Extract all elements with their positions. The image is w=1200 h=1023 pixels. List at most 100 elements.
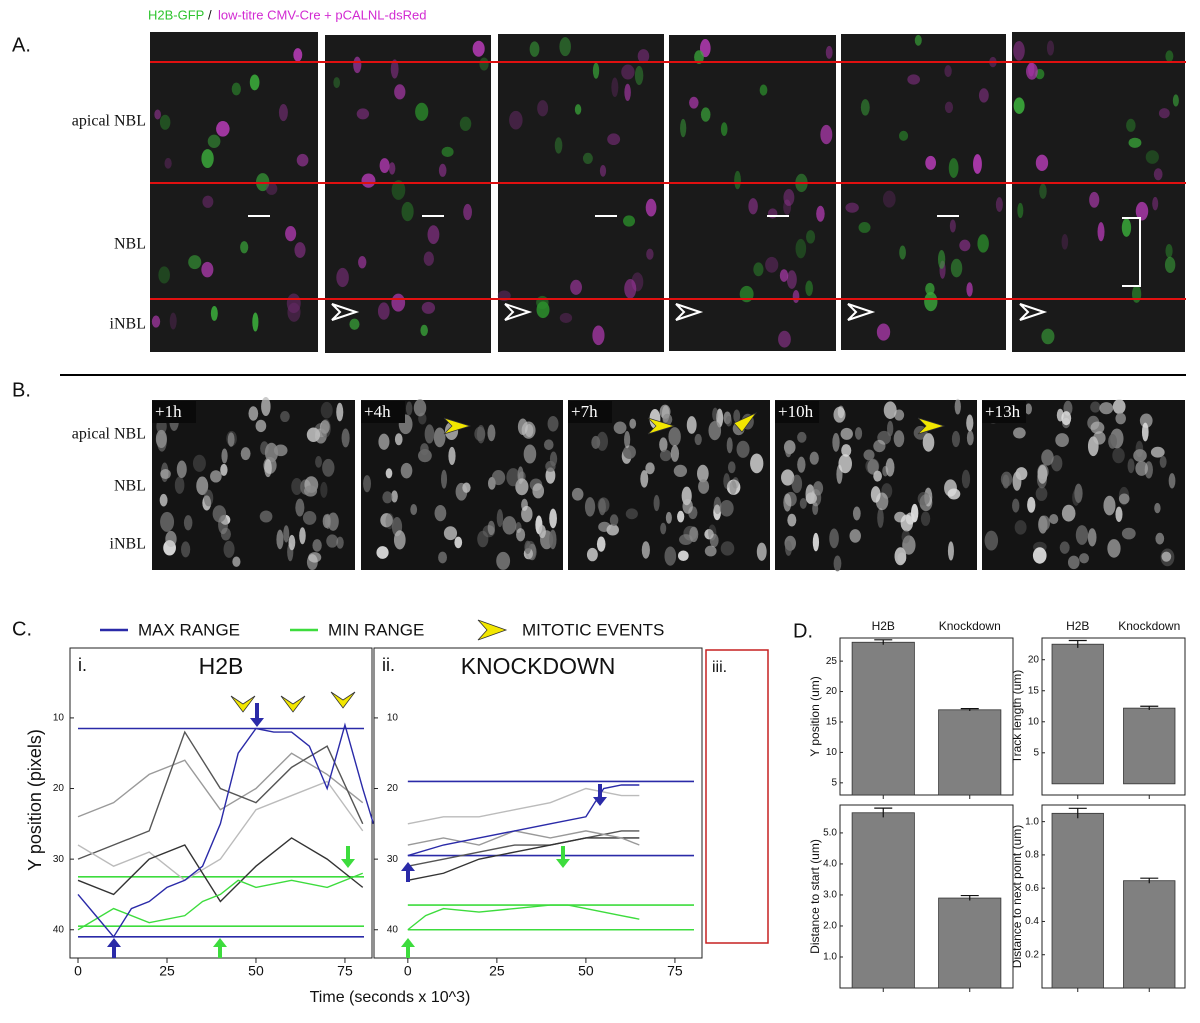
cell [948, 158, 959, 178]
cell [713, 496, 722, 515]
cell [784, 491, 797, 507]
micrograph [841, 34, 1006, 350]
time-label-bg [775, 401, 819, 423]
arrowhead [401, 862, 415, 871]
legend-label: MAX RANGE [138, 620, 240, 639]
error-bar [1068, 639, 1087, 648]
cell [854, 427, 863, 440]
cell [1172, 94, 1179, 107]
plot-title: KNOCKDOWN [461, 653, 616, 679]
cell [207, 134, 221, 148]
cell [1115, 506, 1123, 522]
cell [659, 437, 668, 452]
cell [679, 534, 693, 545]
cell [326, 534, 339, 548]
cell [1049, 514, 1059, 525]
cell [1139, 413, 1153, 428]
cell [390, 59, 399, 79]
time-label: +7h [571, 402, 598, 421]
y-tick-label: 2.0 [823, 921, 837, 932]
cell [299, 527, 306, 545]
cell [592, 325, 605, 346]
cell [165, 530, 177, 547]
cell [231, 82, 241, 96]
cell [947, 541, 954, 561]
cell [877, 507, 884, 528]
cell [849, 529, 861, 543]
cell [665, 511, 672, 524]
cell [491, 469, 506, 486]
cell [613, 421, 627, 434]
cell [785, 540, 793, 556]
cell [1135, 201, 1149, 221]
cell [886, 420, 894, 437]
trace [77, 752, 364, 818]
y-axis-label: Track length (um) [1010, 670, 1024, 764]
cell [899, 245, 906, 260]
cell [584, 497, 596, 517]
arrowhead [341, 859, 355, 868]
cell [391, 180, 406, 200]
bar [938, 897, 1002, 989]
cell [767, 208, 778, 219]
cell [624, 278, 637, 299]
cell [797, 431, 807, 443]
cell [410, 503, 418, 516]
cell [320, 481, 328, 498]
y-tick-label: 0.6 [1025, 883, 1039, 894]
error-bar [960, 894, 979, 901]
cell [825, 45, 833, 59]
y-tick-label: 4.0 [823, 859, 837, 870]
cell [218, 515, 228, 535]
cell [203, 489, 214, 507]
cell [645, 198, 657, 217]
y-tick-label: 0.8 [1025, 850, 1039, 861]
cell [910, 503, 919, 523]
y-tick-label: 20 [826, 686, 838, 697]
cell [898, 130, 909, 141]
cell [1090, 401, 1101, 413]
cell [954, 398, 961, 415]
time-label-bg [982, 401, 1026, 423]
cell [670, 445, 680, 462]
cell [727, 461, 736, 474]
legend: MAX RANGE MIN RANGE MITOTIC EVENTS [100, 619, 664, 641]
trace [77, 872, 364, 931]
cell [302, 510, 317, 525]
cell [438, 551, 448, 564]
cell [554, 137, 563, 154]
cell [682, 498, 693, 514]
cell [686, 416, 697, 434]
cell [611, 77, 619, 98]
cell [977, 234, 989, 253]
cell [947, 488, 961, 500]
cell [413, 399, 427, 417]
cell [637, 49, 650, 64]
cell [725, 415, 732, 427]
cell [336, 536, 344, 549]
cell [265, 182, 278, 195]
cell [673, 464, 688, 477]
cell [1168, 473, 1176, 489]
cell [382, 491, 393, 504]
cell [586, 547, 598, 562]
cell [252, 312, 259, 332]
y-tick-label: 5 [1033, 747, 1039, 758]
cell [285, 226, 297, 242]
legend-swatch [477, 619, 508, 641]
y-axis-label: Distance to next point (um) [1010, 825, 1024, 968]
cell [377, 302, 390, 320]
legend-label: MIN RANGE [328, 620, 424, 639]
cell [694, 433, 702, 446]
inset-frame [705, 649, 769, 944]
cell [680, 118, 687, 138]
cell [1141, 422, 1149, 442]
cell [240, 447, 251, 461]
cell [1121, 218, 1132, 237]
cell [391, 490, 398, 503]
y-tick-label: 5.0 [823, 828, 837, 839]
cell [259, 510, 273, 523]
cell [925, 155, 937, 170]
cell [781, 469, 795, 486]
cell [240, 241, 249, 254]
